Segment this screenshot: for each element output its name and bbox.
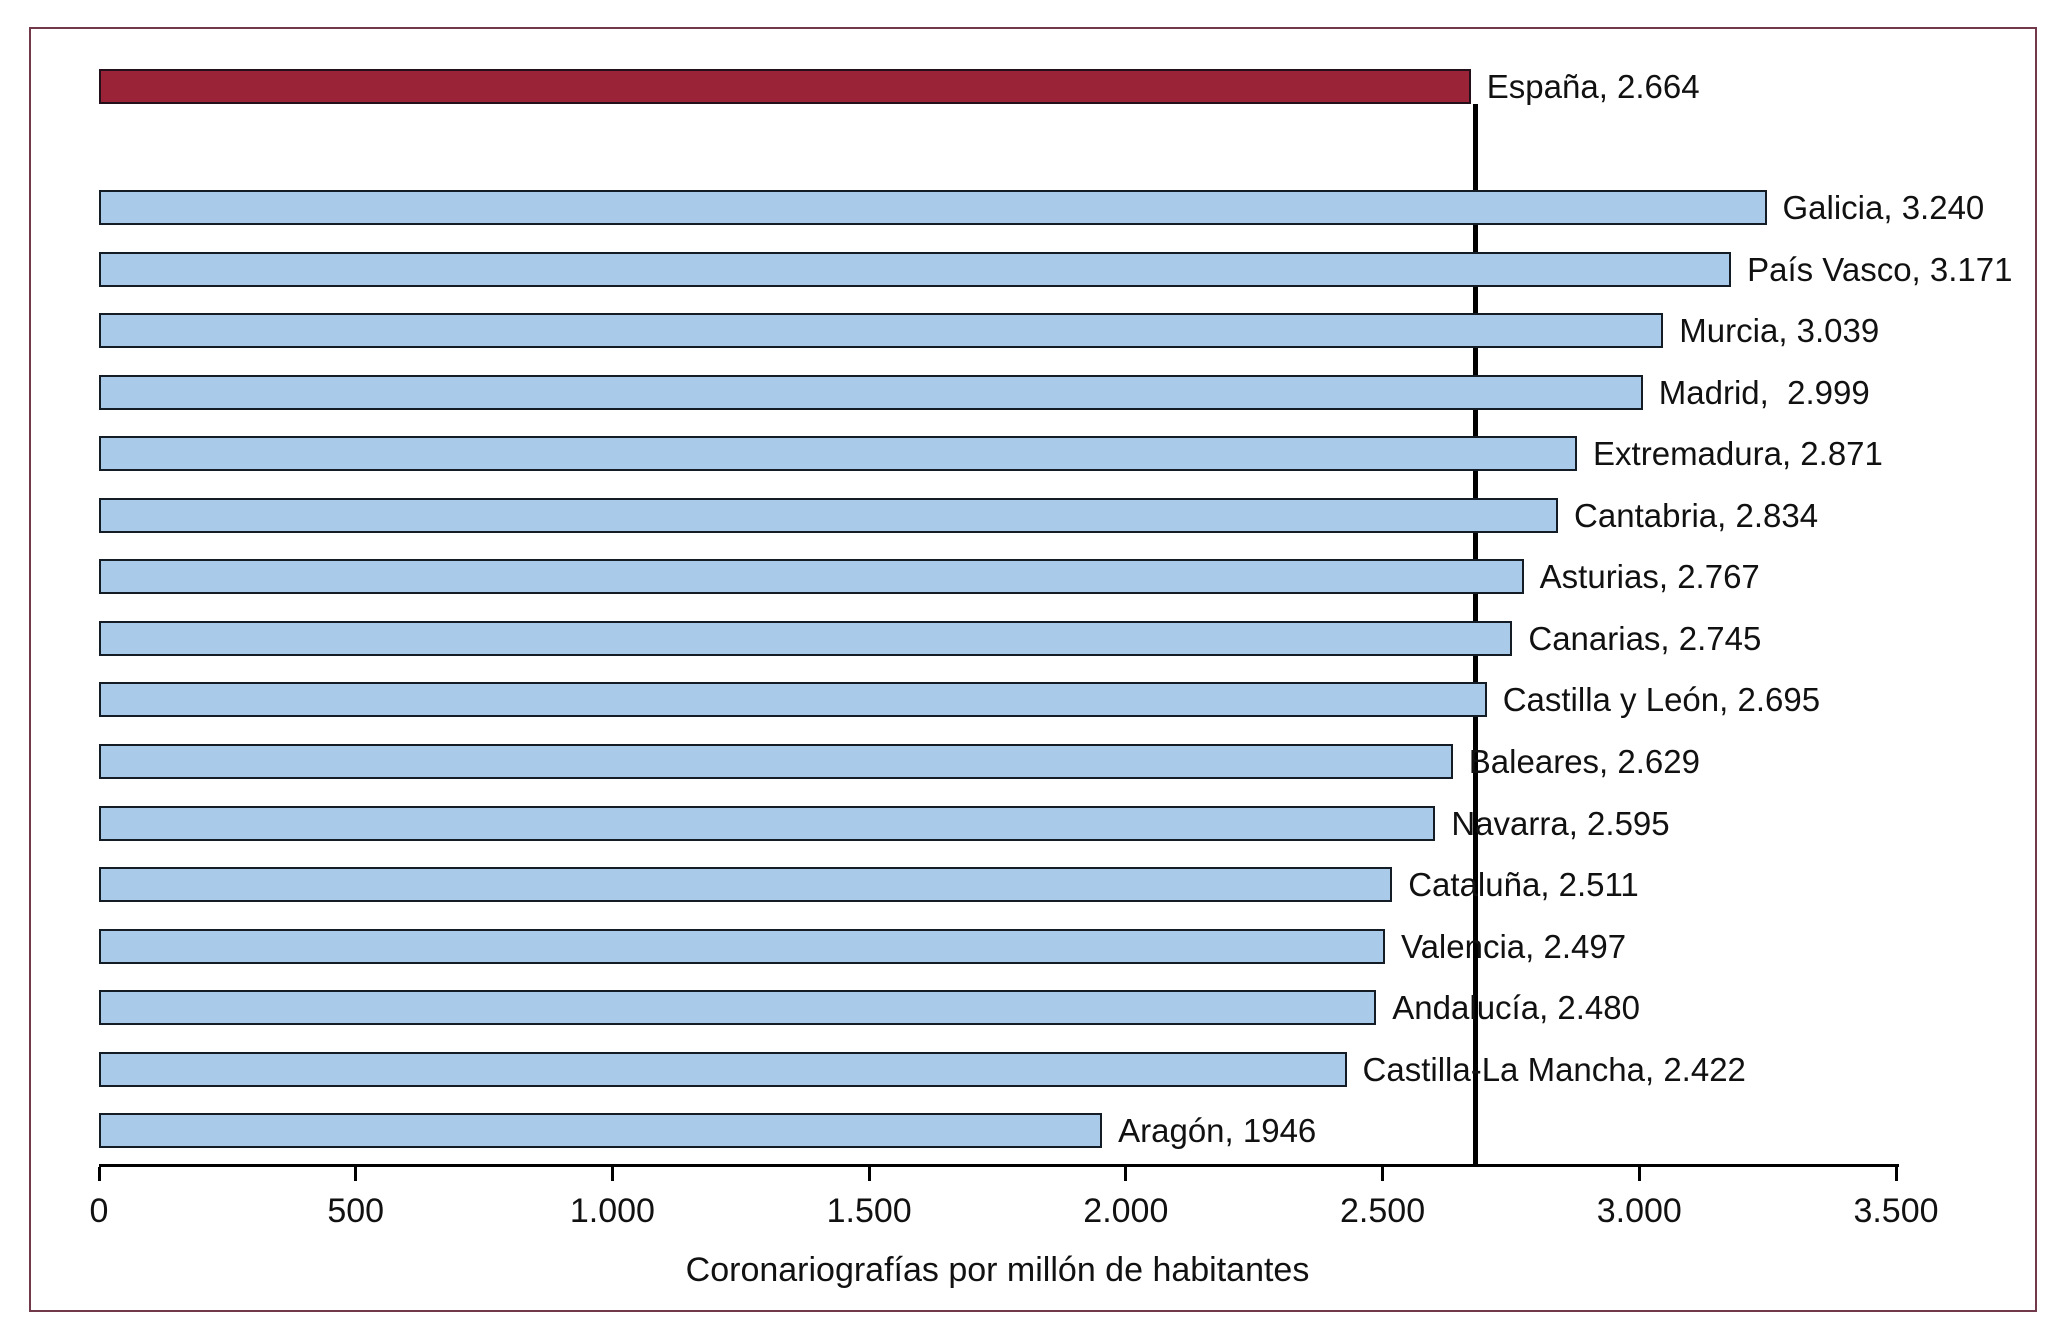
x-tick-label-0: 0	[89, 1192, 109, 1230]
x-tick-label-3500: 3.500	[1853, 1192, 1939, 1230]
bar-row-cantabria: Cantabria, 2.834	[99, 497, 1896, 534]
x-tick-500	[354, 1167, 358, 1181]
bar-row-castilla-y-leon: Castilla y León, 2.695	[99, 681, 1896, 718]
bar-castilla-y-leon	[99, 682, 1487, 717]
bar-canarias	[99, 621, 1513, 656]
bar-label-aragon: Aragón, 1946	[1118, 1112, 1317, 1149]
x-tick-label-1500: 1.500	[826, 1192, 912, 1230]
bar-label-espana: España, 2.664	[1486, 68, 1700, 105]
x-tick-3500	[1894, 1167, 1898, 1181]
x-tick-label-3000: 3.000	[1596, 1192, 1682, 1230]
bar-label-pais-vasco: País Vasco, 3.171	[1747, 251, 2013, 288]
x-tick-2000	[1124, 1167, 1128, 1181]
x-tick-label-2500: 2.500	[1340, 1192, 1426, 1230]
bar-cantabria	[99, 498, 1559, 533]
bar-row-cataluna: Cataluña, 2.511	[99, 866, 1896, 903]
bar-label-andalucia: Andalucía, 2.480	[1392, 989, 1640, 1026]
bar-row-pais-vasco: País Vasco, 3.171	[99, 252, 2012, 288]
bar-row-andalucia: Andalucía, 2.480	[99, 989, 1896, 1026]
x-tick-1500	[867, 1167, 871, 1181]
bar-row-valencia: Valencia, 2.497	[99, 928, 1896, 965]
bar-label-murcia: Murcia, 3.039	[1679, 312, 1880, 349]
bar-row-baleares: Baleares, 2.629	[99, 743, 1896, 780]
bar-cataluna	[99, 867, 1393, 902]
x-tick-label-1000: 1.000	[569, 1192, 655, 1230]
bar-row-extremadura: Extremadura, 2.871	[99, 435, 1896, 472]
highlight-bar-row-espana: España, 2.664	[99, 68, 1896, 105]
x-tick-2500	[1381, 1167, 1385, 1181]
bar-row-castilla-la-mancha: Castilla-La Mancha, 2.422	[99, 1051, 1896, 1088]
x-axis-title: Coronariografías por millón de habitante…	[685, 1251, 1310, 1289]
x-tick-1000	[610, 1167, 614, 1181]
bar-label-valencia: Valencia, 2.497	[1401, 928, 1627, 965]
plot-area: España, 2.664 Galicia, 3.240 País Vasco, 3…	[99, 0, 2012, 1329]
bar-row-canarias: Canarias, 2.745	[99, 620, 1896, 657]
bar-extremadura	[99, 436, 1578, 471]
x-tick-label-2000: 2.000	[1083, 1192, 1169, 1230]
bar-row-galicia: Galicia, 3.240	[99, 190, 1984, 226]
x-tick-0	[97, 1167, 101, 1181]
x-tick-3000	[1637, 1167, 1641, 1181]
bar-label-cantabria: Cantabria, 2.834	[1574, 497, 1819, 534]
bar-aragon	[99, 1113, 1103, 1148]
bar-label-baleares: Baleares, 2.629	[1468, 743, 1700, 780]
bar-label-castilla-y-leon: Castilla y León, 2.695	[1502, 681, 1821, 718]
bar-label-galicia: Galicia, 3.240	[1782, 189, 1985, 226]
chart-frame	[29, 27, 2037, 1312]
bar-navarra	[99, 806, 1436, 841]
bar-asturias	[99, 559, 1524, 594]
x-tick-label-500: 500	[327, 1192, 385, 1230]
bar-row-navarra: Navarra, 2.595	[99, 805, 1896, 842]
bar-row-aragon: Aragón, 1946	[99, 1112, 1896, 1149]
bar-label-navarra: Navarra, 2.595	[1451, 805, 1670, 842]
bar-valencia	[99, 929, 1386, 964]
bar-murcia	[99, 313, 1664, 348]
bar-label-cataluna: Cataluña, 2.511	[1408, 866, 1639, 903]
bar-label-madrid: Madrid, 2.999	[1658, 374, 1870, 411]
bar-andalucia	[99, 990, 1377, 1025]
bar-row-madrid: Madrid, 2.999	[99, 374, 1896, 411]
x-axis-line	[99, 1164, 1899, 1167]
highlight-bar-espana	[99, 69, 1471, 104]
bar-baleares	[99, 744, 1453, 779]
bar-castilla-la-mancha	[99, 1052, 1347, 1087]
bar-pais-vasco	[99, 252, 1732, 287]
bar-label-asturias: Asturias, 2.767	[1539, 558, 1760, 595]
bar-label-extremadura: Extremadura, 2.871	[1593, 435, 1883, 472]
bar-madrid	[99, 375, 1643, 410]
bar-galicia	[99, 190, 1767, 225]
bar-row-asturias: Asturias, 2.767	[99, 558, 1896, 595]
bar-label-canarias: Canarias, 2.745	[1528, 620, 1762, 657]
bar-label-castilla-la-mancha: Castilla-La Mancha, 2.422	[1362, 1051, 1746, 1088]
bar-row-murcia: Murcia, 3.039	[99, 312, 1896, 349]
